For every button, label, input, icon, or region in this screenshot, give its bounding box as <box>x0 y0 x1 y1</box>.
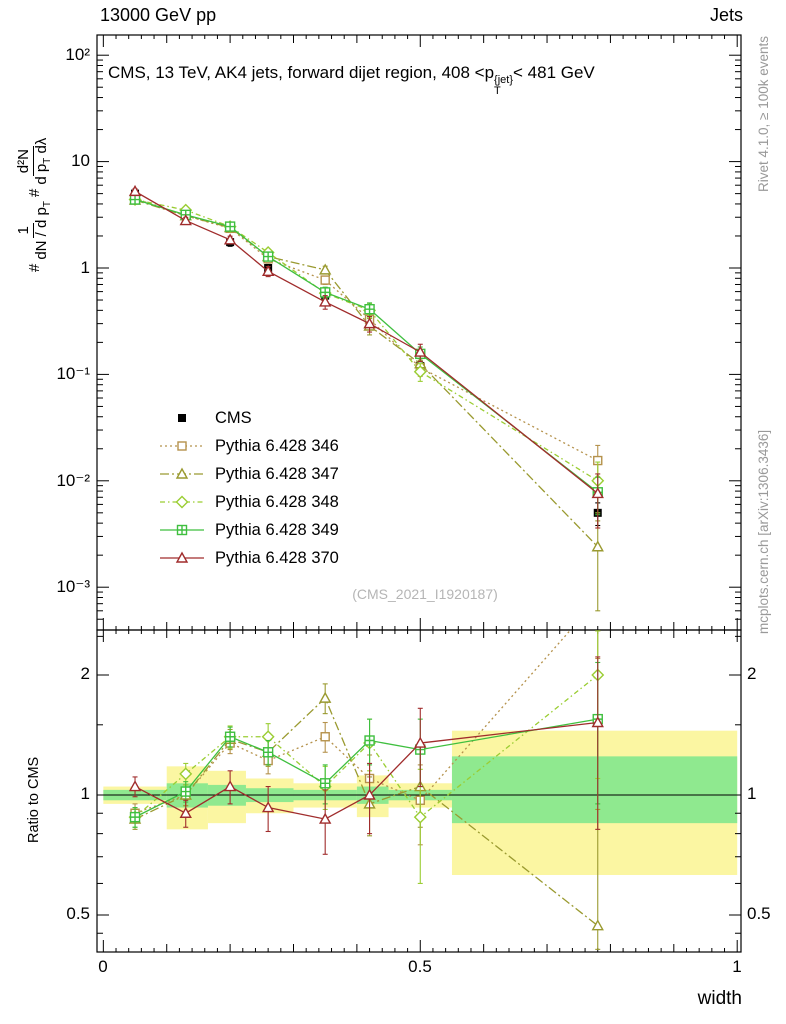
y-tick-1: 1 <box>80 258 90 277</box>
ratio-tick-2-left: 2 <box>80 664 90 683</box>
y-tick-1e-1: 10⁻¹ <box>56 364 90 383</box>
ratio-tick-1-left: 1 <box>80 784 90 803</box>
analysis-group-label: Jets <box>709 5 743 25</box>
legend: CMS Pythia 6.428 346 Pythia 6.428 347 Py… <box>158 404 339 572</box>
pt-jet-supsub: {jet} T <box>494 73 514 97</box>
legend-label: Pythia 6.428 349 <box>215 520 339 539</box>
plot-title: CMS, 13 TeV, AK4 jets, forward dijet reg… <box>108 63 595 97</box>
fraction-1-over-dNdpT: 1 dN / d pT <box>15 201 53 260</box>
series-line-main <box>134 198 599 482</box>
legend-item-pythia-347: Pythia 6.428 347 <box>158 460 339 488</box>
beam-label: 13000 GeV pp <box>100 5 217 25</box>
x-axis-label: width <box>697 988 742 1009</box>
legend-item-pythia-370: Pythia 6.428 370 <box>158 544 339 572</box>
series-line-ratio <box>134 630 572 814</box>
y-tick-1e-2: 10⁻² <box>56 471 90 490</box>
pythia348-marker-icon <box>160 495 204 509</box>
plot-title-text: CMS, 13 TeV, AK4 jets, forward dijet reg… <box>108 63 495 82</box>
ratio-series <box>128 630 605 950</box>
latex-hash: # <box>25 188 43 198</box>
pt-subscript: T <box>494 84 501 97</box>
legend-label: CMS <box>215 408 252 427</box>
ratio-panel-frame <box>96 629 742 953</box>
pt-superscript: {jet} <box>494 73 514 86</box>
y-tick-1e-3: 10⁻³ <box>56 577 90 596</box>
series-line-main <box>134 198 599 493</box>
pythia370-marker-icon <box>160 551 204 563</box>
y-tick-1e2: 10² <box>65 45 90 64</box>
legend-label: Pythia 6.428 370 <box>215 548 339 567</box>
analysis-id-watermark: (CMS_2021_I1920187) <box>352 586 498 602</box>
legend-item-pythia-349: Pythia 6.428 349 <box>158 516 339 544</box>
series-line-main <box>134 197 599 462</box>
legend-label: Pythia 6.428 348 <box>215 492 339 511</box>
pythia346-marker-icon <box>160 441 204 451</box>
rivet-version-label: Rivet 4.1.0, ≥ 100k events <box>756 36 771 192</box>
series-line-ratio <box>134 718 598 818</box>
legend-item-cms: CMS <box>158 404 339 432</box>
series-line-ratio <box>134 674 599 819</box>
plot-title-text2: < 481 GeV <box>513 63 595 82</box>
ratio-tick-05-left: 0.5 <box>66 904 90 923</box>
series-line-ratio <box>134 721 598 820</box>
x-tick-1: 1 <box>732 957 742 976</box>
axis-ticks <box>97 35 741 952</box>
mcplots-credit-label: mcplots.cern.ch [arXiv:1306.3436] <box>756 429 771 634</box>
series-line-ratio <box>134 696 599 927</box>
cms-marker-icon <box>178 414 186 422</box>
ratio-tick-05-right: 0.5 <box>747 904 771 923</box>
ratio-tick-2-right: 2 <box>747 664 757 683</box>
legend-item-pythia-348: Pythia 6.428 348 <box>158 488 339 516</box>
series-line-main <box>134 199 599 548</box>
pythia349-marker-icon <box>160 524 204 536</box>
y-tick-1e1: 10 <box>71 151 90 170</box>
series-line-main <box>134 190 599 494</box>
legend-item-pythia-346: Pythia 6.428 346 <box>158 432 339 460</box>
pythia347-marker-icon <box>160 467 204 479</box>
legend-label: Pythia 6.428 347 <box>215 464 339 483</box>
x-tick-0: 0 <box>98 957 108 976</box>
ratio-tick-1-right: 1 <box>747 784 757 803</box>
cms-uncertainty-bands <box>103 730 738 875</box>
x-tick-05: 0.5 <box>408 957 432 976</box>
legend-label: Pythia 6.428 346 <box>215 436 339 455</box>
main-series <box>128 184 605 612</box>
